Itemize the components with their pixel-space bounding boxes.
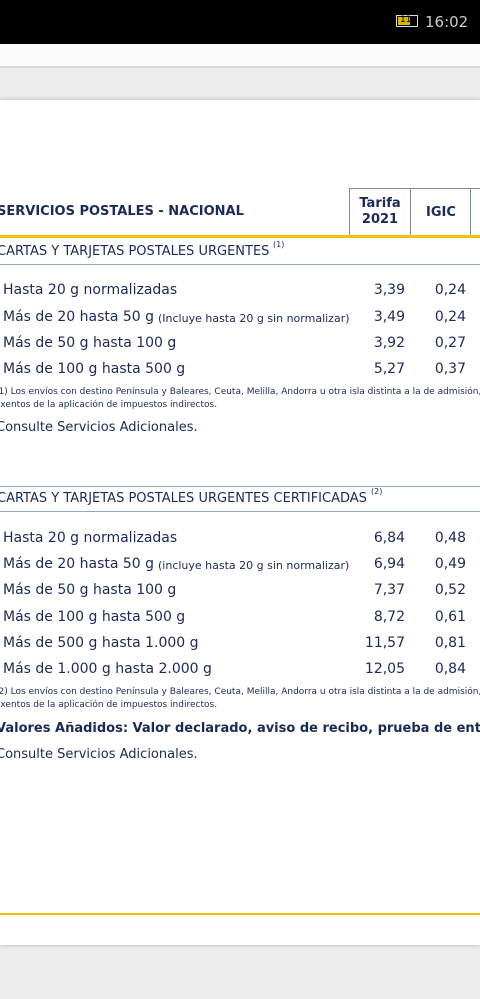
section-title: CARTAS Y TARJETAS POSTALES URGENTES bbox=[0, 244, 270, 259]
tarifa-value: 6,84 bbox=[373, 530, 405, 546]
igic-value: 0,27 bbox=[434, 335, 466, 351]
tarifa-value: 12,05 bbox=[364, 661, 405, 677]
row-label: Más de 50 g hasta 100 g bbox=[3, 582, 177, 598]
row-note: (Incluye hasta 20 g sin normalizar) bbox=[158, 312, 350, 325]
row-label: Más de 20 hasta 50 g bbox=[3, 556, 155, 572]
row-label: Hasta 20 g normalizadas bbox=[3, 282, 178, 298]
igic-value: 0,52 bbox=[434, 582, 466, 598]
igic-value: 0,61 bbox=[434, 609, 466, 625]
consult-link: Consulte Servicios Adicionales. bbox=[0, 747, 198, 762]
footnote: exentos de la aplicación de impuestos in… bbox=[0, 700, 218, 710]
tarifa-value: 6,94 bbox=[373, 556, 405, 572]
igic-value: 0,81 bbox=[434, 635, 466, 651]
tarifa-value: 11,57 bbox=[364, 635, 405, 651]
footnote: (1) Los envíos con destino Península y B… bbox=[0, 387, 480, 397]
battery-level bbox=[398, 17, 410, 25]
row-label: Hasta 20 g normalizadas bbox=[3, 530, 178, 546]
section-marker: (2) bbox=[371, 487, 383, 496]
row-label: Más de 1.000 g hasta 2.000 g bbox=[3, 661, 212, 677]
toolbar bbox=[0, 44, 480, 68]
section-title: CARTAS Y TARJETAS POSTALES URGENTES CERT… bbox=[0, 491, 367, 506]
row-note: (incluye hasta 20 g sin normalizar) bbox=[158, 559, 350, 572]
tarifa-value: 3,49 bbox=[373, 309, 405, 325]
row-label: Más de 100 g hasta 500 g bbox=[3, 609, 186, 625]
status-bar: 11 16:02 bbox=[0, 0, 480, 44]
rule bbox=[0, 235, 480, 238]
battery-icon: 11 bbox=[396, 15, 418, 27]
battery-text: 11 bbox=[400, 15, 412, 25]
header-cell bbox=[470, 188, 480, 236]
row-label: Más de 20 hasta 50 g bbox=[3, 309, 155, 325]
tarifa-value: 7,37 bbox=[373, 582, 405, 598]
rule bbox=[0, 913, 480, 915]
igic-value: 0,84 bbox=[434, 661, 466, 677]
row-label: Más de 100 g hasta 500 g bbox=[3, 361, 186, 377]
igic-value: 0,24 bbox=[434, 309, 466, 325]
footnote: exentos de la aplicación de impuestos in… bbox=[0, 400, 218, 410]
rule bbox=[0, 264, 480, 265]
tarifa-value: 3,92 bbox=[373, 335, 405, 351]
igic-value: 0,48 bbox=[434, 530, 466, 546]
row-label: Más de 50 g hasta 100 g bbox=[3, 335, 177, 351]
section-marker: (1) bbox=[273, 240, 285, 249]
consult-link: Consulte Servicios Adicionales. bbox=[0, 420, 198, 435]
igic-value: 0,24 bbox=[434, 282, 466, 298]
igic-value: 0,37 bbox=[434, 361, 466, 377]
header-igic: IGIC bbox=[426, 205, 456, 220]
tarifa-value: 3,39 bbox=[373, 282, 405, 298]
rule bbox=[0, 511, 480, 512]
header-tarifa: Tarifa 2021 bbox=[359, 196, 401, 227]
added-values: Valores Añadidos: Valor declarado, aviso… bbox=[0, 721, 480, 736]
tarifa-value: 8,72 bbox=[373, 609, 405, 625]
igic-value: 0,49 bbox=[434, 556, 466, 572]
document-page: SERVICIOS POSTALES - NACIONAL Tarifa 2021… bbox=[0, 100, 480, 945]
rule bbox=[0, 486, 480, 487]
clock: 16:02 bbox=[425, 13, 469, 31]
tarifa-value: 5,27 bbox=[373, 361, 405, 377]
footnote: (2) Los envíos con destino Península y B… bbox=[0, 687, 480, 697]
header-title: SERVICIOS POSTALES - NACIONAL bbox=[0, 204, 244, 219]
row-label: Más de 500 g hasta 1.000 g bbox=[3, 635, 199, 651]
